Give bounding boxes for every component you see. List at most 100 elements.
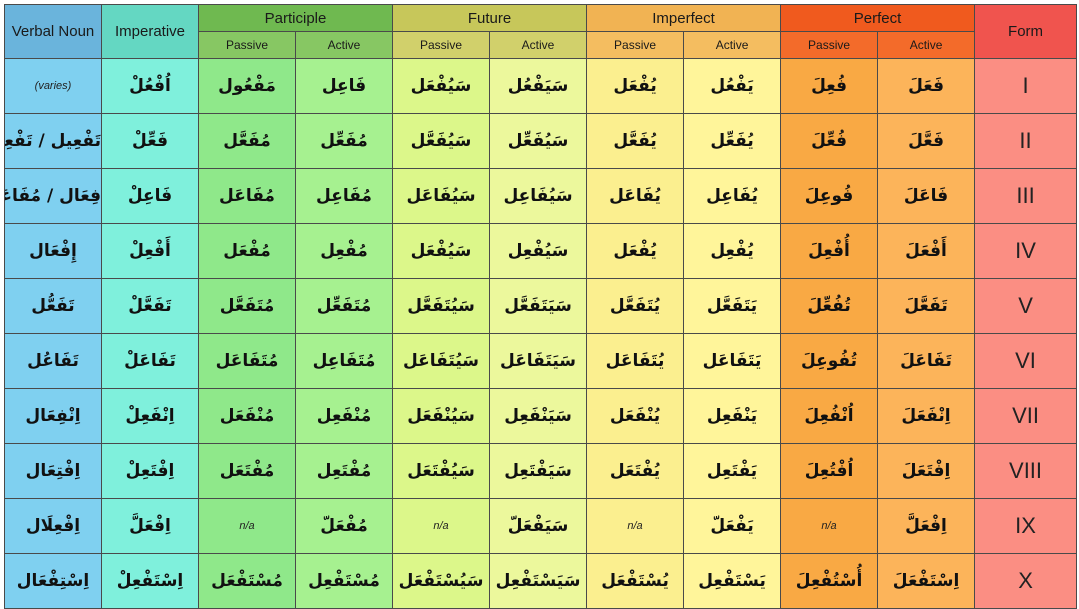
imperfect-passive-cell: يُفْعَل	[586, 58, 685, 114]
verbal-noun-cell: تَفَعُّل	[4, 278, 102, 334]
participle-active-cell: مُسْتَفْعِل	[294, 553, 394, 609]
imperative-cell: فَعِّلْ	[101, 113, 199, 169]
imperative-cell: اِفْتَعِلْ	[101, 443, 199, 499]
imperative-cell: أَفْعِلْ	[101, 223, 199, 279]
future-passive-cell: n/a	[392, 498, 491, 554]
imperfect-passive-cell: يُتَفَعَّل	[586, 278, 685, 334]
verbal-noun-cell: اِسْتِفْعَال	[4, 553, 102, 609]
table-row: (varies) اُفْعُلْ مَفْعُول فَاعِل سَيُفْ…	[4, 58, 1078, 114]
verbal-noun-cell: تَفْعِيل / تَفْعِلَة	[4, 113, 102, 169]
imperative-cell: اِنْفَعِلْ	[101, 388, 199, 444]
participle-passive-cell: مُفَعَّل	[198, 113, 296, 169]
participle-active-cell: مُفَعِّل	[294, 113, 394, 169]
perfect-active-cell: فَعَلَ	[877, 58, 976, 114]
table-row: فِعَال / مُفَاعَلَة فَاعِلْ مُفَاعَل مُف…	[4, 168, 1078, 224]
future-passive-cell: سَيُفَعَّل	[392, 113, 491, 169]
perfect-active-cell: فَعَّلَ	[877, 113, 976, 169]
future-passive-cell: سَيُتَفَاعَل	[392, 333, 491, 389]
imperfect-passive-cell: يُتَفَاعَل	[586, 333, 685, 389]
perfect-active-cell: تَفَاعَلَ	[877, 333, 976, 389]
table-row: اِنْفِعَال اِنْفَعِلْ مُنْفَعَل مُنْفَعِ…	[4, 388, 1078, 444]
participle-active-cell: فَاعِل	[294, 58, 394, 114]
participle-passive-cell: n/a	[198, 498, 296, 554]
subheader-imperfect-active: Active	[683, 31, 782, 59]
imperative-cell: فَاعِلْ	[101, 168, 199, 224]
perfect-active-cell: اِفْعَلَّ	[877, 498, 976, 554]
form-cell: IV	[974, 223, 1078, 279]
verbal-noun-cell: إِفْعَال	[4, 223, 102, 279]
future-active-cell: سَيُفَاعِل	[489, 168, 588, 224]
subheader-participle-passive: Passive	[198, 31, 296, 59]
future-active-cell: سَيَسْتَفْعِل	[489, 553, 588, 609]
imperfect-active-cell: يُفَاعِل	[683, 168, 782, 224]
verbal-noun-cell: اِفْتِعَال	[4, 443, 102, 499]
imperative-cell: اُفْعُلْ	[101, 58, 199, 114]
imperfect-passive-cell: يُنْفَعَل	[586, 388, 685, 444]
future-passive-cell: سَيُفْعَل	[392, 58, 491, 114]
perfect-passive-cell: فُعِلَ	[780, 58, 879, 114]
header-verbal-noun: Verbal Noun	[4, 4, 102, 59]
future-active-cell: سَيَفْعَلّ	[489, 498, 588, 554]
subheader-perfect-passive: Passive	[780, 31, 879, 59]
imperative-cell: تَفَعَّلْ	[101, 278, 199, 334]
subheader-imperfect-passive: Passive	[586, 31, 685, 59]
participle-active-cell: مُتَفَعِّل	[294, 278, 394, 334]
table-row: تَفَاعُل تَفَاعَلْ مُتَفَاعَل مُتَفَاعِل…	[4, 333, 1078, 389]
perfect-passive-cell: فُوعِلَ	[780, 168, 879, 224]
perfect-passive-cell: تُفُوعِلَ	[780, 333, 879, 389]
verbal-noun-cell: فِعَال / مُفَاعَلَة	[4, 168, 102, 224]
header-imperfect: Imperfect	[586, 4, 782, 32]
future-active-cell: سَيُفَعِّل	[489, 113, 588, 169]
participle-active-cell: مُتَفَاعِل	[294, 333, 394, 389]
imperfect-passive-cell: يُفْتَعَل	[586, 443, 685, 499]
table-row: إِفْعَال أَفْعِلْ مُفْعَل مُفْعِل سَيُفْ…	[4, 223, 1078, 279]
imperfect-active-cell: يَنْفَعِل	[683, 388, 782, 444]
imperfect-active-cell: يَفْتَعِل	[683, 443, 782, 499]
imperfect-active-cell: يَتَفَعَّل	[683, 278, 782, 334]
table-row: تَفَعُّل تَفَعَّلْ مُتَفَعَّل مُتَفَعِّل…	[4, 278, 1078, 334]
perfect-active-cell: فَاعَلَ	[877, 168, 976, 224]
perfect-active-cell: أَفْعَلَ	[877, 223, 976, 279]
header-form: Form	[974, 4, 1078, 59]
participle-passive-cell: مُفْعَل	[198, 223, 296, 279]
perfect-passive-cell: n/a	[780, 498, 879, 554]
future-passive-cell: سَيُنْفَعَل	[392, 388, 491, 444]
imperative-cell: اِفْعَلَّ	[101, 498, 199, 554]
header-future: Future	[392, 4, 588, 32]
form-cell: V	[974, 278, 1078, 334]
participle-passive-cell: مُفْتَعَل	[198, 443, 296, 499]
imperfect-passive-cell: يُفَاعَل	[586, 168, 685, 224]
future-passive-cell: سَيُفْعَل	[392, 223, 491, 279]
imperfect-active-cell: يَسْتَفْعِل	[683, 553, 782, 609]
form-cell: II	[974, 113, 1078, 169]
form-cell: VII	[974, 388, 1078, 444]
future-active-cell: سَيَنْفَعِل	[489, 388, 588, 444]
future-active-cell: سَيَتَفَعَّل	[489, 278, 588, 334]
participle-passive-cell: مُسْتَفْعَل	[198, 553, 296, 609]
imperfect-passive-cell: يُفَعَّل	[586, 113, 685, 169]
perfect-active-cell: تَفَعَّلَ	[877, 278, 976, 334]
perfect-passive-cell: فُعِّلَ	[780, 113, 879, 169]
future-active-cell: سَيَفْتَعِل	[489, 443, 588, 499]
header-imperative: Imperative	[101, 4, 199, 59]
participle-passive-cell: مُتَفَعَّل	[198, 278, 296, 334]
form-cell: III	[974, 168, 1078, 224]
participle-passive-cell: مُتَفَاعَل	[198, 333, 296, 389]
table-row: تَفْعِيل / تَفْعِلَة فَعِّلْ مُفَعَّل مُ…	[4, 113, 1078, 169]
participle-passive-cell: مَفْعُول	[198, 58, 296, 114]
form-cell: IX	[974, 498, 1078, 554]
form-cell: X	[974, 553, 1078, 609]
imperfect-active-cell: يُفَعِّل	[683, 113, 782, 169]
imperfect-active-cell: يَفْعُل	[683, 58, 782, 114]
imperfect-passive-cell: n/a	[586, 498, 685, 554]
table-row: اِفْتِعَال اِفْتَعِلْ مُفْتَعَل مُفْتَعِ…	[4, 443, 1078, 499]
perfect-passive-cell: اُفْتُعِلَ	[780, 443, 879, 499]
future-passive-cell: سَيُفْتَعَل	[392, 443, 491, 499]
participle-passive-cell: مُفَاعَل	[198, 168, 296, 224]
imperfect-passive-cell: يُفْعَل	[586, 223, 685, 279]
imperfect-passive-cell: يُسْتَفْعَل	[586, 553, 685, 609]
verbal-noun-cell: اِنْفِعَال	[4, 388, 102, 444]
participle-active-cell: مُفْعِل	[294, 223, 394, 279]
verbal-noun-cell: تَفَاعُل	[4, 333, 102, 389]
